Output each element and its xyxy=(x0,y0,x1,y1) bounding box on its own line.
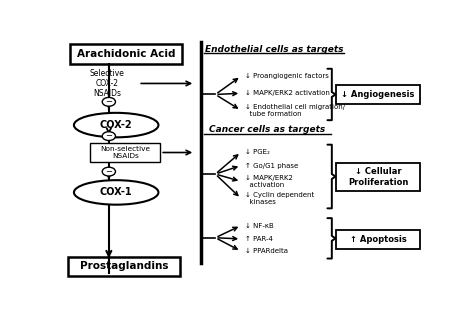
Text: Prostaglandins: Prostaglandins xyxy=(81,261,169,271)
FancyBboxPatch shape xyxy=(336,230,420,249)
Circle shape xyxy=(102,97,116,106)
Ellipse shape xyxy=(74,113,158,137)
FancyBboxPatch shape xyxy=(70,44,182,64)
Text: ↓ NF-κB: ↓ NF-κB xyxy=(246,223,274,228)
FancyBboxPatch shape xyxy=(336,163,420,191)
FancyBboxPatch shape xyxy=(91,143,160,162)
Text: COX-2: COX-2 xyxy=(100,120,133,130)
Text: −: − xyxy=(105,97,112,106)
Text: ↓ MAPK/ERK2
  activation: ↓ MAPK/ERK2 activation xyxy=(246,175,293,188)
Text: Selective
COX-2
NSAIDs: Selective COX-2 NSAIDs xyxy=(90,69,125,98)
Text: ↓ MAPK/ERK2 activation: ↓ MAPK/ERK2 activation xyxy=(246,90,330,96)
Text: Cancer cells as targets: Cancer cells as targets xyxy=(209,126,325,135)
Circle shape xyxy=(102,167,116,176)
Circle shape xyxy=(102,132,116,141)
Text: COX-1: COX-1 xyxy=(100,187,133,197)
Text: Non-selective
NSAIDs: Non-selective NSAIDs xyxy=(100,146,150,159)
FancyBboxPatch shape xyxy=(68,257,181,276)
Text: ↓ PGE₂: ↓ PGE₂ xyxy=(246,149,270,155)
Text: ↑ PAR-4: ↑ PAR-4 xyxy=(246,236,273,242)
Text: −: − xyxy=(105,132,112,141)
Text: Endothelial cells as targets: Endothelial cells as targets xyxy=(205,45,343,54)
Ellipse shape xyxy=(74,180,158,205)
Text: ↓ Cellular
Proliferation: ↓ Cellular Proliferation xyxy=(348,167,408,187)
Text: ↑ Go/G1 phase: ↑ Go/G1 phase xyxy=(246,162,299,169)
Text: ↑ Apoptosis: ↑ Apoptosis xyxy=(350,235,407,244)
Text: −: − xyxy=(105,167,112,176)
Text: ↓ Cyclin dependent
  kinases: ↓ Cyclin dependent kinases xyxy=(246,192,315,205)
Text: ↓ PPARdelta: ↓ PPARdelta xyxy=(246,248,289,254)
Text: ↓ Angiogenesis: ↓ Angiogenesis xyxy=(341,90,415,99)
Text: ↓ Endothelial cell migration/
  tube formation: ↓ Endothelial cell migration/ tube forma… xyxy=(246,104,346,117)
FancyBboxPatch shape xyxy=(336,85,420,104)
Text: ↓ Proangiogenic factors: ↓ Proangiogenic factors xyxy=(246,73,329,79)
Text: Arachidonic Acid: Arachidonic Acid xyxy=(77,49,175,59)
